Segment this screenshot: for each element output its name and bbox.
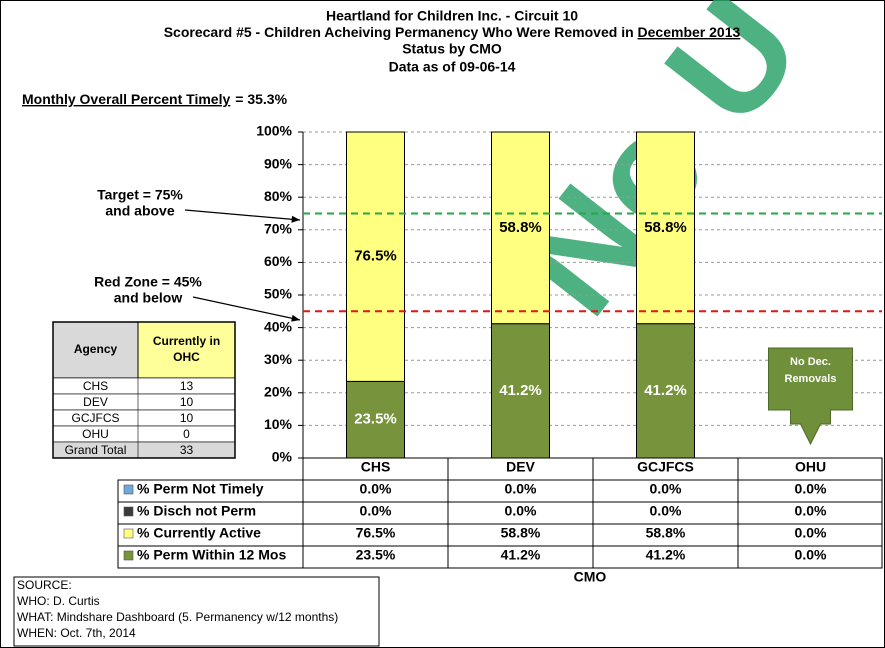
table-value: 0.0% <box>795 547 827 563</box>
x-tick-label: CHS <box>361 459 391 475</box>
legend-label: % Currently Active <box>137 525 261 541</box>
y-tick-label: 100% <box>256 123 292 139</box>
callout-shape <box>768 347 853 446</box>
table-value: 0.0% <box>505 503 537 519</box>
table-value: 0.0% <box>360 503 392 519</box>
side-table-row <box>52 393 236 411</box>
y-tick-label: 50% <box>264 286 293 302</box>
reference-label: Target = 75% <box>97 187 183 203</box>
side-table-row <box>52 377 236 395</box>
chart-title: Status by CMO <box>402 41 502 57</box>
y-tick-label: 70% <box>264 221 293 237</box>
bar <box>636 131 695 325</box>
side-table-cell: GCJFCS <box>72 411 120 425</box>
side-table-cell: 0 <box>183 427 190 441</box>
legend-label: % Perm Not Timely <box>137 481 264 497</box>
y-tick-label: 40% <box>264 318 293 334</box>
bar-label: 23.5% <box>354 411 397 428</box>
table-value: 58.8% <box>646 525 686 541</box>
side-table-cell: OHU <box>82 427 109 441</box>
reference-label: and below <box>114 290 183 306</box>
summary-value: = 35.3% <box>235 91 287 107</box>
callout-text: Removals <box>785 373 837 385</box>
legend-swatch <box>123 550 134 561</box>
source-text: WHEN: Oct. 7th, 2014 <box>17 626 136 640</box>
side-table-cell: 10 <box>180 411 194 425</box>
y-tick-label: 60% <box>264 253 293 269</box>
annotation-arrow <box>184 209 301 221</box>
side-table-header-text: Currently in <box>153 334 220 348</box>
reference-label: Red Zone = 45% <box>94 274 202 290</box>
summary: Monthly Overall Percent Timely = 35.3% <box>22 91 288 107</box>
reference-label: and above <box>105 203 174 219</box>
source-text: WHO: D. Curtis <box>17 594 100 608</box>
side-table-cell: 33 <box>180 443 194 457</box>
legend-label: % Perm Within 12 Mos <box>137 547 286 563</box>
title-text: Scorecard #5 - Children Acheiving Perman… <box>164 24 634 40</box>
table-value: 0.0% <box>650 481 682 497</box>
table-value: 58.8% <box>501 525 541 541</box>
bar-label: 76.5% <box>354 248 397 265</box>
x-tick-label: DEV <box>506 459 535 475</box>
side-table-cell: 13 <box>180 379 194 393</box>
side-table-cell: 10 <box>180 395 194 409</box>
legend-label: % Disch not Perm <box>137 503 256 519</box>
side-table-cell: CHS <box>83 379 108 393</box>
y-tick-label: 0% <box>272 449 293 465</box>
legend-swatch <box>123 484 134 495</box>
side-table-row <box>52 425 236 443</box>
summary-label: Monthly Overall Percent Timely <box>22 91 230 107</box>
bar-label: 58.8% <box>644 219 687 236</box>
title-text: December 2013 <box>638 24 741 40</box>
callout-text: No Dec. <box>790 356 831 368</box>
table-value: 0.0% <box>795 525 827 541</box>
table-value: 76.5% <box>356 525 396 541</box>
bar <box>491 323 550 459</box>
x-tick-label: GCJFCS <box>637 459 694 475</box>
chart-title: Scorecard #5 - Children Acheiving Perman… <box>164 24 741 40</box>
bar <box>636 323 695 459</box>
bar <box>346 131 405 382</box>
bar <box>491 131 550 325</box>
side-table-border <box>52 321 236 459</box>
side-table-header-text: OHC <box>173 350 200 364</box>
y-tick-label: 20% <box>264 384 293 400</box>
bar-label: 41.2% <box>644 382 687 399</box>
legend-swatch <box>123 528 134 539</box>
y-tick-label: 90% <box>264 155 293 171</box>
table-value: 0.0% <box>360 481 392 497</box>
legend-swatch <box>123 506 134 517</box>
y-tick-label: 10% <box>264 416 293 432</box>
table-value: 0.0% <box>795 481 827 497</box>
chart-title: Data as of 09-06-14 <box>389 59 516 75</box>
table-value: 0.0% <box>505 481 537 497</box>
side-table-cell: Grand Total <box>65 443 127 457</box>
chart-title: Heartland for Children Inc. - Circuit 10 <box>326 8 578 24</box>
bar-label: 41.2% <box>499 382 542 399</box>
annotation-arrowhead <box>291 314 300 322</box>
x-axis-title: CMO <box>574 569 607 585</box>
source-text: SOURCE: <box>17 578 72 592</box>
source-text: WHAT: Mindshare Dashboard (5. Permanency… <box>17 610 338 624</box>
side-table-cell: DEV <box>83 395 108 409</box>
table-value: 41.2% <box>646 547 686 563</box>
table-value: 0.0% <box>795 503 827 519</box>
bar-label: 58.8% <box>499 219 542 236</box>
table-value: 0.0% <box>650 503 682 519</box>
table-value: 23.5% <box>356 547 396 563</box>
annotation-arrowhead <box>291 215 300 223</box>
y-tick-label: 80% <box>264 188 293 204</box>
table-value: 41.2% <box>501 547 541 563</box>
source-box <box>13 576 380 647</box>
x-tick-label: OHU <box>795 459 826 475</box>
annotation-arrow <box>192 296 301 321</box>
side-table-header-text: Agency <box>74 342 118 356</box>
y-tick-label: 30% <box>264 351 293 367</box>
